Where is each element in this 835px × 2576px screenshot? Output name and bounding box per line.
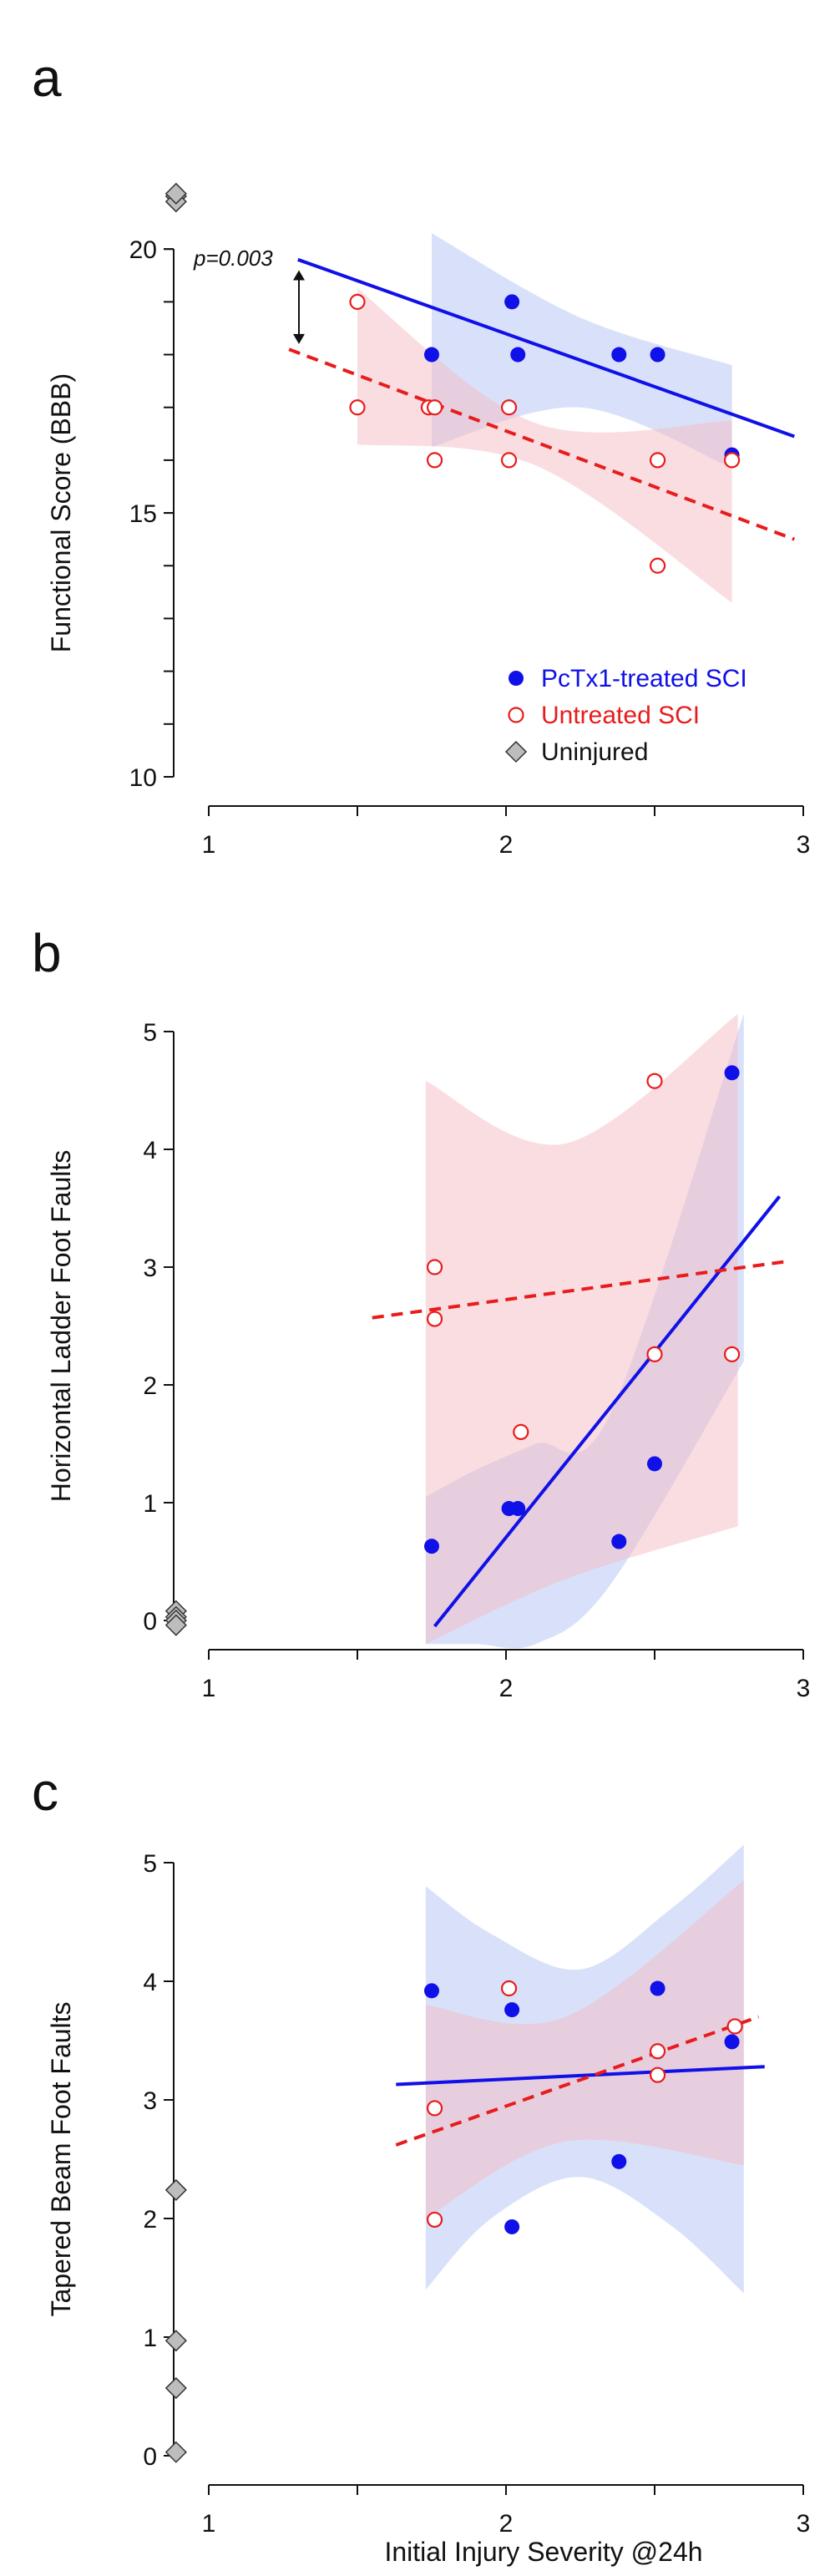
panel-a-x-tick-label: 2 <box>499 831 514 859</box>
panel-c-x-axis-label: Initial Injury Severity @24h <box>384 2537 702 2567</box>
panel-a-y-tick-label: 15 <box>129 500 157 528</box>
panel-c-y-axis-label: Tapered Beam Foot Faults <box>46 2001 76 2316</box>
panel-b-y-tick-label: 2 <box>143 1372 157 1400</box>
panel-a-y-axis-label: Functional Score (BBB) <box>46 373 76 652</box>
panel-a-y-tick-label: 10 <box>129 764 157 792</box>
panel-c-point-untreated <box>649 2043 666 2060</box>
panel-a-point-untreated <box>349 293 366 310</box>
panel-a-fit-line-untreated <box>288 347 796 541</box>
panel-c-y-tick-label: 2 <box>143 2206 157 2234</box>
legend-marker-uninjured <box>504 740 528 763</box>
panel-b-letter: b <box>32 923 62 983</box>
panel-b-point-untreated <box>426 1259 443 1275</box>
panel-c-y-tick-label: 5 <box>143 1850 157 1878</box>
panel-b-point-treated <box>424 1539 439 1554</box>
panel-c-x-tick-label: 3 <box>797 2510 811 2538</box>
panel-b-point-untreated <box>513 1423 529 1441</box>
panel-b: b 0 1 2 3 4 5 1 2 3 Horizontal Ladder Foot Faults <box>32 923 810 1702</box>
panel-a-confidence-bands <box>357 233 732 603</box>
panel-c-point-treated <box>504 2002 520 2018</box>
panel-a-point-untreated <box>426 452 443 469</box>
panel-b-point-untreated <box>646 1072 663 1089</box>
panel-b-point-untreated <box>646 1346 663 1362</box>
panel-a-point-untreated <box>649 452 666 469</box>
panel-b-confidence-bands <box>425 1013 744 1649</box>
panel-b-point-treated <box>647 1456 662 1472</box>
panel-a-letter: a <box>32 48 62 108</box>
panel-c-ci-band-untreated <box>425 1880 744 2219</box>
panel-c-fit-line-treated <box>396 2065 765 2087</box>
panel-c-point-uninjured <box>164 2441 187 2463</box>
panel-b-y-tick-label: 4 <box>143 1137 157 1164</box>
panel-c-point-uninjured <box>164 2376 187 2400</box>
panel-b-point-untreated <box>723 1346 741 1362</box>
legend-label: Uninjured <box>541 738 648 766</box>
panel-c-point-untreated <box>649 2066 666 2083</box>
panel-b-point-untreated <box>426 1311 443 1327</box>
panel-c-point-uninjured <box>164 2178 187 2201</box>
panel-c-point-uninjured <box>164 2330 187 2352</box>
panel-a-pvalue-arrowhead-down <box>293 333 305 344</box>
panel-a-point-untreated <box>500 399 518 416</box>
legend-marker-untreated <box>508 707 524 723</box>
panel-c-point-untreated <box>500 1980 518 1997</box>
panel-b-x-tick-label: 1 <box>202 1675 216 1702</box>
panel-c-point-treated <box>724 2034 740 2050</box>
panel-b-y-tick-label: 3 <box>143 1255 157 1282</box>
panel-a-point-untreated <box>649 557 666 574</box>
panel-b-point-treated <box>611 1534 627 1549</box>
legend-label: PcTx1-treated SCI <box>541 665 747 692</box>
panel-a-pvalue-text: p=0.003 <box>193 246 273 271</box>
panel-b-y-tick-label: 0 <box>143 1608 157 1635</box>
panel-b-x-tick-label: 2 <box>499 1675 514 1702</box>
panel-b-ci-band-untreated <box>425 1013 738 1645</box>
panel-c-y-tick-label: 1 <box>143 2325 157 2352</box>
panel-a-y-tick-label: 20 <box>129 236 157 264</box>
panel-c-point-treated <box>424 1983 439 1999</box>
panel-b-fit-line-treated <box>433 1195 782 1628</box>
panel-b-point-uninjured <box>164 1614 187 1636</box>
panel-a-point-untreated <box>500 452 518 469</box>
panel-a-x-tick-label: 3 <box>797 831 811 859</box>
panel-b-x-tick-label: 3 <box>797 1675 811 1702</box>
panel-a-point-untreated <box>723 452 741 469</box>
panel-a-point-uninjured <box>164 182 187 205</box>
panel-c: c 0 1 2 3 4 5 1 2 3 Tapered Beam Foot Faults Initi… <box>32 1762 810 2567</box>
panel-b-fit-line-untreated <box>372 1259 789 1320</box>
panel-c-point-untreated <box>426 2100 443 2117</box>
panel-a-point-treated <box>510 347 526 363</box>
panel-c-x-tick-label: 1 <box>202 2510 216 2538</box>
panel-a-fit-line-treated <box>297 257 795 439</box>
panel-c-point-treated <box>650 1980 665 1996</box>
panel-c-x-tick-label: 2 <box>499 2510 514 2538</box>
panel-c-confidence-bands <box>425 1844 744 2294</box>
panel-b-point-treated <box>510 1501 526 1517</box>
panel-c-fit-line-untreated <box>395 2015 760 2147</box>
legend-marker-treated <box>509 671 524 686</box>
panel-a-point-untreated <box>426 399 443 416</box>
panel-b-y-tick-label: 5 <box>143 1019 157 1047</box>
panel-c-y-tick-label: 4 <box>143 1969 157 1996</box>
panel-c-y-tick-label: 0 <box>143 2443 157 2471</box>
panel-a-point-treated <box>504 294 520 310</box>
panel-a-legend: PcTx1-treated SCI Untreated SCI Uninjured <box>504 665 747 766</box>
panel-a-pvalue-arrowhead-up <box>293 270 305 281</box>
panel-b-point-treated <box>724 1065 740 1081</box>
panel-b-y-tick-label: 1 <box>143 1490 157 1518</box>
panel-c-point-treated <box>504 2219 520 2234</box>
panel-c-point-untreated <box>426 2211 443 2229</box>
panel-c-y-tick-label: 3 <box>143 2087 157 2115</box>
panel-c-letter: c <box>32 1762 58 1822</box>
panel-a-point-treated <box>611 347 627 363</box>
panel-c-point-untreated <box>726 2018 743 2035</box>
legend-label: Untreated SCI <box>541 702 700 729</box>
panel-a: a 10 15 20 1 2 3 Functional Score (BBB) p=0.003… <box>32 48 810 859</box>
panel-a-point-treated <box>650 347 665 363</box>
panel-a-x-tick-label: 1 <box>202 831 216 859</box>
panel-a-point-untreated <box>349 399 366 416</box>
panel-a-point-treated <box>424 347 439 363</box>
panel-c-point-treated <box>611 2153 627 2169</box>
panel-b-y-axis-label: Horizontal Ladder Foot Faults <box>46 1150 76 1503</box>
